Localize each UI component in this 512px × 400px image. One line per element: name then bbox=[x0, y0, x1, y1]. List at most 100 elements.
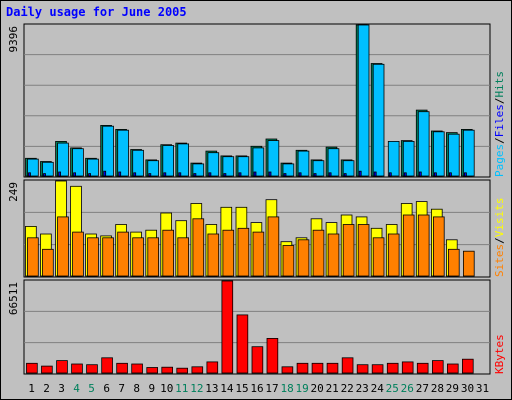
bar-sites-day-1 bbox=[27, 237, 39, 277]
bar-pages-day-30 bbox=[463, 172, 467, 177]
bar-files-day-3 bbox=[57, 142, 69, 177]
x-tick-label: 6 bbox=[103, 382, 110, 395]
panel-visits-sites: 249 Sites/Visits bbox=[7, 179, 506, 278]
bar-pages-day-10 bbox=[163, 172, 167, 177]
x-tick-label: 11 bbox=[175, 382, 188, 395]
bar-sites-day-23 bbox=[357, 224, 370, 277]
bar-kbytes-day-18 bbox=[281, 366, 294, 374]
bar-pages-day-17 bbox=[268, 171, 272, 177]
bar-sites-day-19 bbox=[297, 239, 310, 277]
x-tick-label: 20 bbox=[310, 382, 323, 395]
bar-files-day-2 bbox=[42, 161, 54, 177]
x-tick-label: 5 bbox=[88, 382, 95, 395]
bar-sites-day-8 bbox=[132, 237, 144, 277]
bar-files-day-8 bbox=[132, 149, 144, 177]
bar-kbytes-day-27 bbox=[416, 362, 429, 374]
bar-sites-day-28 bbox=[432, 216, 445, 277]
bar-kbytes-day-28 bbox=[431, 360, 444, 374]
bar-kbytes-day-29 bbox=[446, 363, 459, 374]
x-tick-label: 22 bbox=[341, 382, 354, 395]
legend-hits-files-pages: Pages/Files/Hits bbox=[493, 71, 506, 177]
x-tick-label: 21 bbox=[326, 382, 339, 395]
legend-entry: Sites bbox=[493, 244, 506, 277]
bar-kbytes-day-23 bbox=[356, 364, 369, 374]
bar-files-day-18 bbox=[282, 163, 295, 177]
bar-pages-day-1 bbox=[28, 172, 31, 177]
bar-sites-day-22 bbox=[342, 224, 355, 277]
bar-pages-day-9 bbox=[148, 173, 152, 177]
bar-files-day-15 bbox=[237, 156, 250, 177]
y-max-label: 66511 bbox=[7, 282, 20, 315]
bar-kbytes-day-12 bbox=[191, 366, 204, 374]
bar-pages-day-29 bbox=[448, 172, 452, 177]
x-tick-label: 10 bbox=[160, 382, 173, 395]
bar-files-day-27 bbox=[417, 111, 430, 177]
bar-pages-day-21 bbox=[328, 172, 332, 177]
bar-sites-day-9 bbox=[147, 237, 160, 277]
bar-kbytes-day-10 bbox=[161, 366, 174, 374]
bar-pages-day-20 bbox=[313, 173, 317, 177]
bar-kbytes-day-30 bbox=[461, 358, 474, 374]
bar-kbytes-day-25 bbox=[386, 362, 399, 374]
bar-pages-day-5 bbox=[88, 173, 91, 177]
x-tick-label: 27 bbox=[416, 382, 429, 395]
bar-files-day-20 bbox=[312, 160, 325, 177]
bar-kbytes-day-5 bbox=[86, 364, 98, 374]
x-tick-label: 26 bbox=[401, 382, 414, 395]
bar-sites-day-21 bbox=[327, 233, 340, 277]
bar-files-day-28 bbox=[432, 131, 445, 177]
bar-files-day-22 bbox=[342, 160, 355, 177]
bar-files-day-21 bbox=[327, 148, 340, 177]
bar-pages-day-25 bbox=[388, 172, 392, 177]
bar-kbytes-day-1 bbox=[26, 362, 38, 374]
bar-pages-day-26 bbox=[403, 172, 407, 177]
x-tick-label: 25 bbox=[386, 382, 399, 395]
bar-kbytes-day-20 bbox=[311, 362, 324, 374]
bar-files-day-14 bbox=[222, 156, 235, 177]
bar-files-day-17 bbox=[267, 140, 280, 177]
bar-sites-day-29 bbox=[447, 248, 460, 277]
x-tick-label: 29 bbox=[446, 382, 459, 395]
legend-entry: / bbox=[493, 98, 506, 105]
bar-kbytes-day-8 bbox=[131, 363, 143, 374]
x-tick-label: 24 bbox=[371, 382, 385, 395]
bar-pages-day-27 bbox=[418, 171, 422, 177]
x-tick-label: 2 bbox=[43, 382, 50, 395]
bar-pages-day-22 bbox=[343, 173, 347, 177]
x-tick-label: 30 bbox=[461, 382, 474, 395]
bar-files-day-25 bbox=[387, 140, 400, 177]
bar-files-day-11 bbox=[177, 143, 190, 177]
bar-pages-day-13 bbox=[208, 172, 212, 177]
bar-sites-day-25 bbox=[387, 233, 400, 277]
x-tick-label: 1 bbox=[28, 382, 35, 395]
x-tick-label: 7 bbox=[118, 382, 125, 395]
legend-entry: KBytes bbox=[493, 334, 506, 374]
x-tick-label: 9 bbox=[148, 382, 155, 395]
bar-sites-day-10 bbox=[162, 229, 175, 277]
bar-kbytes-day-24 bbox=[371, 364, 384, 374]
bar-kbytes-day-14 bbox=[221, 280, 234, 374]
x-tick-label: 28 bbox=[431, 382, 444, 395]
bar-sites-day-12 bbox=[192, 218, 205, 277]
bar-pages-day-18 bbox=[283, 173, 287, 177]
bar-pages-day-16 bbox=[253, 171, 257, 177]
bar-files-day-24 bbox=[372, 63, 385, 177]
bar-files-day-30 bbox=[462, 129, 475, 177]
legend-entry: Visits bbox=[493, 198, 506, 238]
bar-pages-day-7 bbox=[118, 171, 122, 177]
x-tick-label: 3 bbox=[58, 382, 65, 395]
bar-pages-day-15 bbox=[238, 172, 242, 177]
bar-files-day-12 bbox=[192, 163, 205, 177]
bar-files-day-13 bbox=[207, 152, 220, 177]
legend-entry: / bbox=[493, 237, 506, 244]
bar-files-day-1 bbox=[27, 158, 39, 177]
bar-files-day-23 bbox=[357, 24, 370, 177]
bar-pages-day-19 bbox=[298, 172, 302, 177]
bar-kbytes-day-26 bbox=[401, 361, 414, 374]
bar-pages-day-28 bbox=[433, 172, 437, 177]
x-tick-label: 4 bbox=[73, 382, 80, 395]
bar-pages-day-24 bbox=[373, 171, 377, 177]
bar-pages-day-23 bbox=[358, 170, 362, 177]
bar-pages-day-4 bbox=[73, 172, 76, 177]
